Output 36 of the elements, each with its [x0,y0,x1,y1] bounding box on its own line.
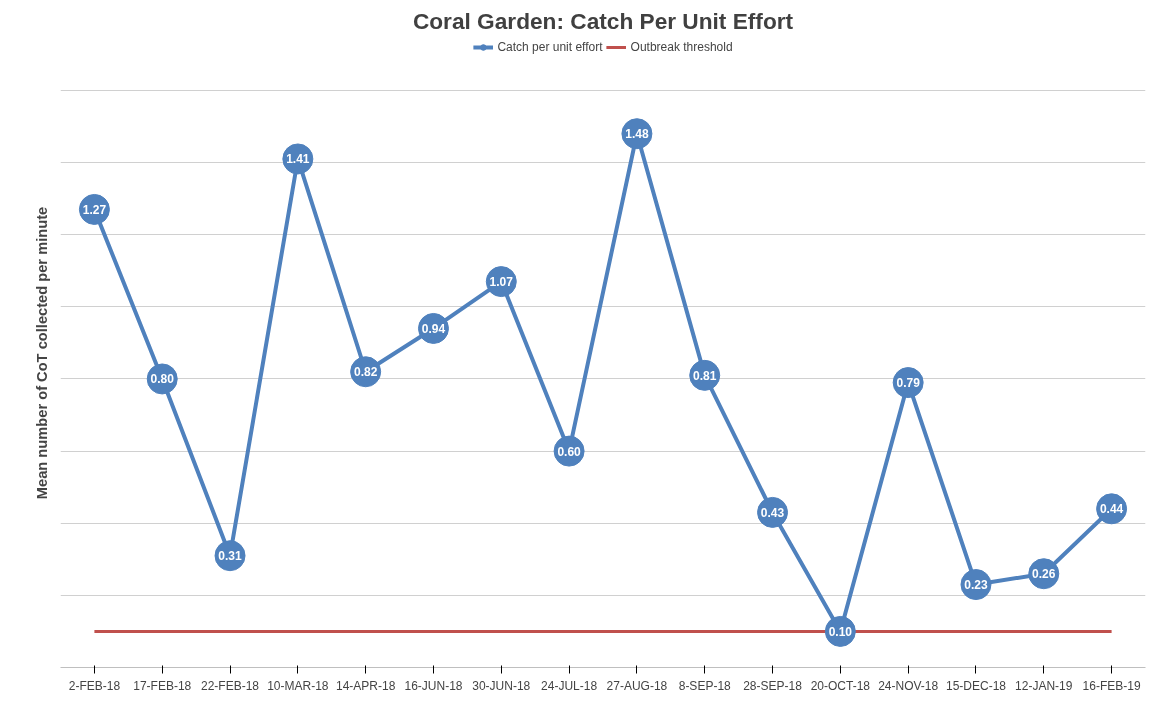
chart-title: Coral Garden: Catch Per Unit Effort [412,7,794,34]
x-tick-label: 2-FEB-18 [68,678,121,693]
y-axis-title: Mean number of CoT collected per minute [33,206,50,500]
x-tick-label: 20-OCT-18 [810,678,871,693]
x-tick-label: 24-NOV-18 [878,678,939,693]
x-tick-label: 24-JUL-18 [541,678,598,693]
data-label: 0.82 [353,365,378,380]
data-label: 0.80 [150,372,175,387]
data-label: 0.43 [760,505,785,520]
data-label: 0.10 [828,624,853,639]
x-tick-label: 27-AUG-18 [606,678,668,693]
data-label: 0.23 [964,578,988,593]
x-tick-label: 16-JUN-18 [404,678,463,693]
data-label: 0.31 [218,549,243,564]
data-label: 0.81 [693,368,717,383]
x-tick-label: 28-SEP-18 [743,678,803,693]
data-label: 1.27 [82,202,107,217]
x-tick-label: 12-JAN-19 [1015,678,1073,693]
x-tick-label: 15-DEC-18 [945,678,1007,693]
x-tick-label: 17-FEB-18 [133,678,192,693]
legend-label: Catch per unit effort [497,40,603,54]
x-tick-label: 10-MAR-18 [267,678,329,693]
data-label: 1.48 [625,127,649,142]
data-label: 0.60 [557,444,582,459]
data-label: 0.44 [1099,502,1124,517]
x-tick-label: 8-SEP-18 [678,678,732,693]
x-tick-label: 30-JUN-18 [472,678,531,693]
data-label: 1.07 [489,275,514,290]
data-label: 1.41 [286,152,310,167]
x-tick-label: 22-FEB-18 [201,678,260,693]
data-label: 0.94 [421,321,446,336]
legend-label: Outbreak threshold [630,40,733,54]
x-tick-label: 14-APR-18 [335,678,396,693]
data-label: 0.79 [896,376,921,391]
data-label: 0.26 [1032,567,1056,582]
x-tick-label: 16-FEB-19 [1082,678,1141,693]
